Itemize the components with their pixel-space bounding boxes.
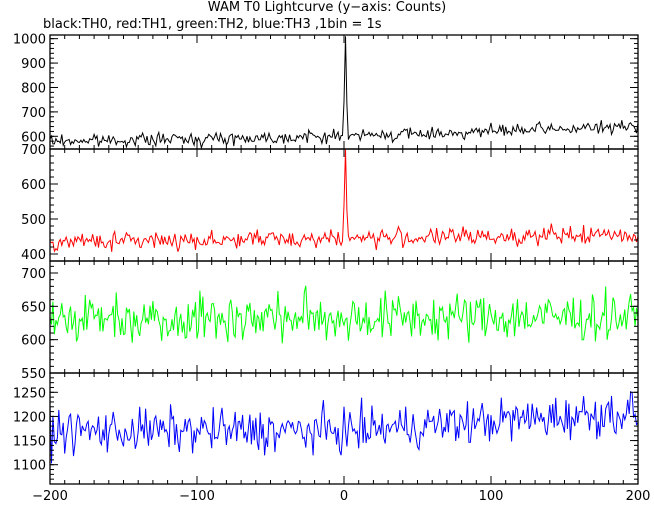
x-tick-label: −200 [32, 489, 68, 504]
series-th3 [49, 390, 639, 464]
y-tick-label: 500 [21, 213, 46, 228]
y-tick-label: 1250 [13, 386, 46, 401]
y-tick-label: 400 [21, 248, 46, 263]
y-tick-label: 650 [21, 300, 46, 315]
y-tick-label: 1100 [13, 459, 46, 474]
chart-title: WAM T0 Lightcurve (y−axis: Counts) [207, 0, 447, 15]
y-tick-label: 900 [21, 57, 46, 72]
x-tick-label: −100 [179, 489, 215, 504]
y-tick-label: 700 [21, 267, 46, 282]
x-tick-label: 100 [479, 489, 504, 504]
y-tick-label: 700 [21, 143, 46, 158]
chart-subtitle: black:TH0, red:TH1, green:TH2, blue:TH3 … [43, 17, 382, 32]
series-th0 [49, 36, 639, 150]
y-tick-label: 1200 [13, 410, 46, 425]
y-tick-label: 800 [21, 81, 46, 96]
y-tick-label: 600 [21, 334, 46, 349]
series-th1 [49, 148, 639, 253]
x-tick-label: 0 [340, 489, 348, 504]
y-tick-label: 550 [21, 367, 46, 382]
series-th2 [49, 285, 639, 344]
y-tick-label: 600 [21, 130, 46, 145]
x-tick-label: 200 [626, 489, 651, 504]
y-tick-label: 600 [21, 178, 46, 193]
panel-frame-th2 [49, 260, 639, 374]
y-tick-label: 1150 [13, 435, 46, 450]
y-tick-label: 1000 [13, 33, 46, 48]
y-tick-label: 700 [21, 106, 46, 121]
